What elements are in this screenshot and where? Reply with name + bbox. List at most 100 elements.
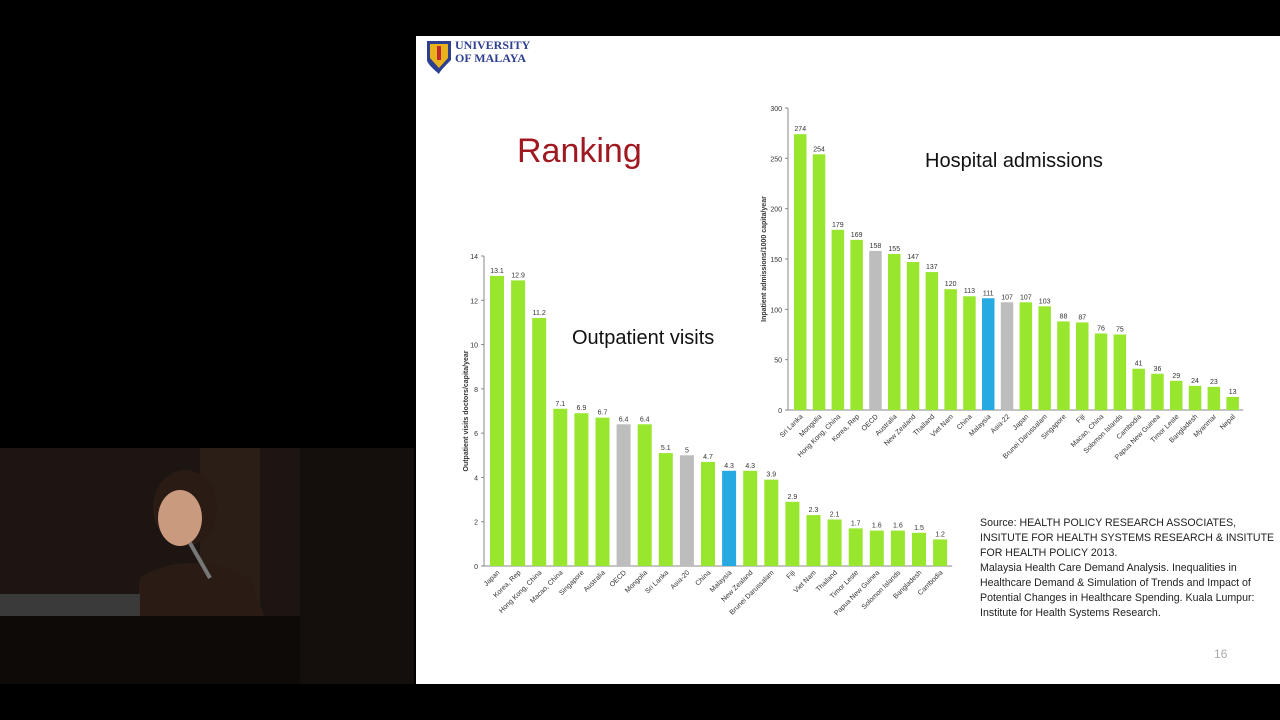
category-label: OECD: [609, 569, 628, 588]
logo-line-1: UNIVERSITY: [455, 38, 531, 52]
category-label: Fiji: [1075, 413, 1087, 425]
y-tick-label: 10: [470, 343, 478, 350]
y-tick-label: 50: [774, 358, 782, 365]
category-label: Fiji: [786, 569, 798, 581]
bar: [794, 134, 807, 410]
bar: [764, 479, 779, 566]
source-citation: Source: HEALTH POLICY RESEARCH ASSOCIATE…: [980, 516, 1276, 621]
bar-value-label: 158: [870, 243, 882, 250]
bar: [1151, 373, 1164, 410]
bar: [890, 530, 905, 566]
bar: [831, 229, 845, 410]
y-tick-label: 0: [474, 564, 478, 571]
bar: [1076, 322, 1089, 410]
y-tick-label: 2: [474, 520, 478, 527]
bar-value-label: 6.9: [577, 405, 587, 412]
source-line: Institute for Health Systems Research.: [980, 607, 1161, 619]
bar-value-label: 4.7: [703, 454, 713, 461]
bar: [1057, 321, 1070, 410]
bar: [532, 318, 547, 566]
bar-value-label: 147: [907, 254, 919, 261]
bar: [701, 461, 715, 566]
bar-value-label: 29: [1172, 373, 1180, 380]
bar: [982, 298, 995, 410]
bar-value-label: 274: [794, 126, 806, 133]
source-line: Healthcare Demand & Simulation of Trends…: [980, 577, 1251, 589]
y-tick-label: 250: [770, 156, 782, 163]
bar-value-label: 179: [832, 222, 844, 229]
bar: [850, 239, 863, 410]
source-line: Malaysia Health Care Demand Analysis. In…: [980, 562, 1237, 574]
y-tick-label: 100: [770, 307, 782, 314]
bar-value-label: 36: [1154, 366, 1162, 373]
speaker-video: [0, 448, 414, 684]
bar: [785, 501, 800, 566]
bar: [616, 424, 631, 566]
y-tick-label: 12: [470, 298, 478, 305]
y-tick-label: 8: [474, 387, 478, 394]
bar-value-label: 137: [926, 264, 938, 271]
y-tick-label: 300: [770, 106, 782, 113]
bar: [574, 413, 589, 566]
y-tick-label: 150: [770, 257, 782, 264]
university-logo-text: UNIVERSITY OF MALAYA: [455, 39, 530, 65]
bar: [553, 408, 568, 566]
y-tick-label: 200: [770, 207, 782, 214]
bar: [511, 280, 526, 566]
source-line: Potential Changes in Healthcare Spending…: [980, 592, 1255, 604]
bar: [637, 424, 652, 566]
category-label: Solomon Islands: [861, 569, 903, 611]
slide-heading: Ranking: [517, 132, 642, 170]
bar-value-label: 1.6: [872, 523, 882, 530]
bar-value-label: 6.7: [598, 410, 608, 417]
source-line: FOR HEALTH POLICY 2013.: [980, 547, 1118, 559]
bar: [848, 528, 863, 566]
y-axis-label: Inpatient admissions/1000 capita/year: [761, 196, 768, 322]
bar: [806, 515, 821, 566]
bar-value-label: 7.1: [555, 401, 565, 408]
bar: [925, 272, 939, 410]
category-label: Nepal: [1219, 413, 1237, 431]
y-tick-label: 0: [778, 408, 782, 415]
bar-value-label: 6.4: [619, 416, 629, 423]
y-tick-label: 6: [474, 431, 478, 438]
bar-value-label: 5: [685, 447, 689, 454]
y-tick-label: 14: [470, 254, 478, 261]
bar-value-label: 120: [945, 281, 957, 288]
bar-value-label: 4.3: [724, 463, 734, 470]
bar-value-label: 11.2: [533, 310, 546, 317]
bar-value-label: 6.4: [640, 416, 650, 423]
bar: [1113, 334, 1127, 410]
bar-value-label: 103: [1039, 298, 1051, 305]
source-line: Source: HEALTH POLICY RESEARCH ASSOCIATE…: [980, 517, 1237, 529]
category-label: Viet Nam: [793, 569, 818, 594]
bar-value-label: 155: [888, 246, 900, 253]
bar-value-label: 2.3: [809, 507, 819, 514]
bar: [1000, 302, 1014, 410]
bar-value-label: 12.9: [511, 272, 525, 279]
bar-value-label: 1.7: [851, 520, 861, 527]
slide: [416, 36, 1280, 684]
bar-value-label: 13.1: [490, 268, 504, 275]
bar-value-label: 75: [1116, 327, 1124, 334]
speaker-figure: [0, 448, 414, 684]
bar: [743, 470, 758, 566]
bar: [944, 289, 957, 410]
bar: [722, 470, 737, 566]
bar-value-label: 13: [1229, 389, 1237, 396]
admissions-chart-title: Hospital admissions: [925, 150, 1103, 172]
bar: [595, 417, 610, 566]
category-label: Australia: [583, 569, 607, 593]
page-number: 16: [1214, 647, 1228, 661]
bar-value-label: 169: [851, 232, 863, 239]
bar: [906, 262, 920, 410]
category-label: Sri Lanka: [644, 569, 670, 595]
bar: [812, 154, 826, 410]
bar: [1188, 385, 1202, 410]
bar: [963, 296, 976, 410]
bar: [679, 455, 694, 566]
bar-value-label: 76: [1097, 325, 1105, 332]
bar: [1170, 380, 1183, 410]
bar: [869, 250, 882, 410]
